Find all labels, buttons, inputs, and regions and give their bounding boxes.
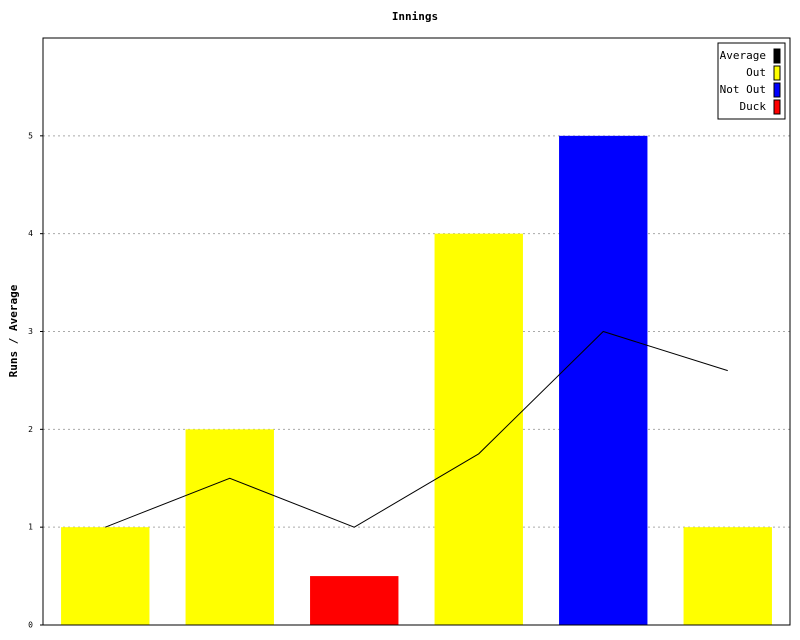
legend-label: Duck xyxy=(740,100,767,113)
y-tick-label: 3 xyxy=(28,327,33,336)
bar xyxy=(61,527,150,625)
y-tick-label: 0 xyxy=(28,621,33,630)
marks xyxy=(61,135,772,626)
chart-title: Innings xyxy=(392,10,438,23)
bar xyxy=(683,527,772,625)
legend-swatch xyxy=(773,82,781,98)
y-tick-label: 5 xyxy=(28,131,33,140)
legend-swatch xyxy=(773,65,781,81)
legend-swatch xyxy=(773,99,781,115)
average-line xyxy=(105,330,728,528)
bar xyxy=(310,576,399,625)
y-axis-label: Runs / Average xyxy=(7,284,20,377)
y-tick-label: 4 xyxy=(28,229,33,238)
bar xyxy=(559,135,648,626)
plot-frame xyxy=(42,37,791,626)
y-tick-label: 1 xyxy=(28,523,33,532)
legend-label: Not Out xyxy=(720,83,766,96)
bar xyxy=(434,233,523,625)
legend-swatch xyxy=(773,48,781,64)
legend-label: Average xyxy=(720,49,766,62)
legend: Average Out Not Out Duck xyxy=(717,42,786,120)
y-tick-label: 2 xyxy=(28,425,33,434)
bar xyxy=(185,429,274,625)
legend-label: Out xyxy=(746,66,766,79)
